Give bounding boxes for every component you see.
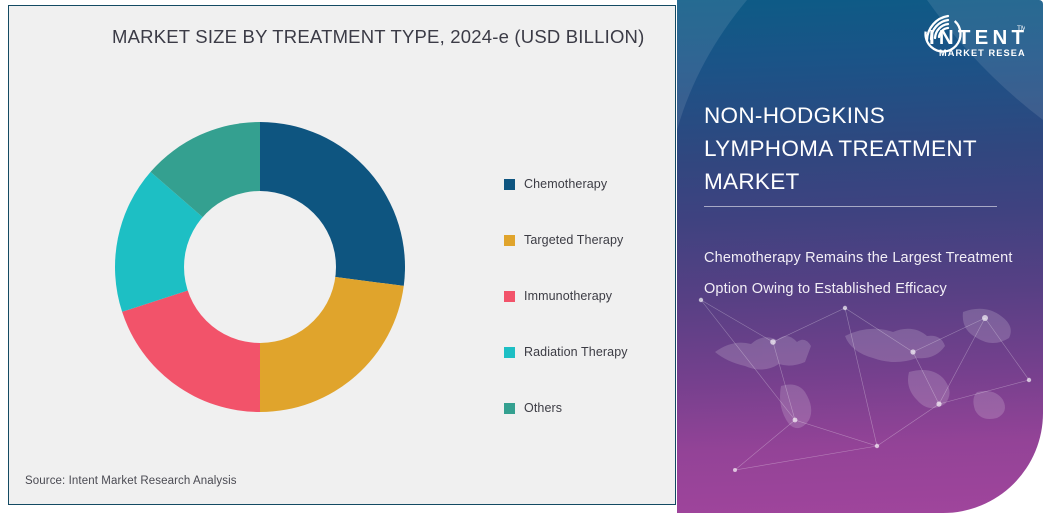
brand-logo: INTENT TM MARKET RESEARCH [899, 6, 1025, 62]
legend-label: Others [524, 401, 563, 415]
source-note: Source: Intent Market Research Analysis [25, 475, 237, 487]
chart-panel: MARKET SIZE BY TREATMENT TYPE, 2024-e (U… [8, 5, 676, 505]
legend-label: Radiation Therapy [524, 345, 628, 359]
donut-chart [115, 122, 405, 412]
signal-arcs-icon: INTENT TM MARKET RESEARCH [924, 14, 1025, 58]
legend-item-chemotherapy[interactable]: Chemotherapy [504, 156, 674, 212]
legend-swatch-icon [504, 346, 515, 358]
legend-label: Targeted Therapy [524, 233, 624, 247]
legend-swatch-icon [504, 402, 515, 414]
legend-swatch-icon [504, 290, 515, 302]
chart-title: MARKET SIZE BY TREATMENT TYPE, 2024-e (U… [112, 26, 645, 47]
donut-center-hole [184, 191, 336, 343]
legend-swatch-icon [504, 178, 515, 190]
donut-chart-svg [115, 122, 405, 412]
panel-title: NON-HODGKINS LYMPHOMA TREATMENT MARKET [704, 103, 977, 194]
panel-divider [704, 206, 997, 207]
legend-item-radiation-therapy[interactable]: Radiation Therapy [504, 324, 674, 380]
side-panel: INTENT TM MARKET RESEARCH NON-HODGKINS L… [677, 0, 1043, 513]
legend-item-immunotherapy[interactable]: Immunotherapy [504, 268, 674, 324]
brand-trademark: TM [1017, 25, 1025, 32]
legend-item-others[interactable]: Others [504, 380, 674, 436]
legend-label: Immunotherapy [524, 289, 613, 303]
legend-swatch-icon [504, 234, 515, 246]
brand-tagline: MARKET RESEARCH [939, 48, 1025, 58]
panel-subtitle: Chemotherapy Remains the Largest Treatme… [704, 250, 1013, 297]
legend-item-targeted-therapy[interactable]: Targeted Therapy [504, 212, 674, 268]
brand-name: INTENT [929, 26, 1025, 49]
legend-label: Chemotherapy [524, 177, 608, 191]
chart-legend: Chemotherapy Targeted Therapy Immunother… [504, 156, 674, 436]
